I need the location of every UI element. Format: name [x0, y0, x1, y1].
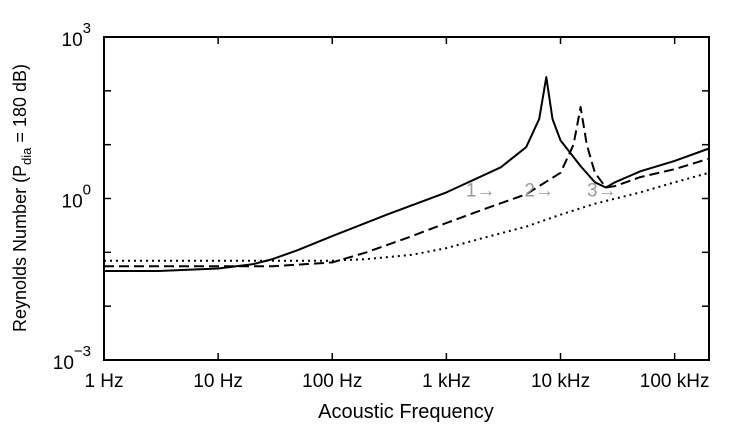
- series-2-dashed-line: [104, 106, 710, 268]
- y-axis-title-subscript: dia: [19, 147, 34, 165]
- series-1-label: 1→: [466, 180, 496, 201]
- y-axis-title-suffix: = 180 dB): [10, 64, 30, 148]
- curves-layer: [104, 76, 710, 272]
- y-axis-title: Reynolds Number (Pdia = 180 dB): [10, 64, 34, 332]
- y-tick-label: 100: [62, 182, 91, 213]
- y-tick-exponent: 0: [83, 182, 91, 199]
- x-tick-label: 10 Hz: [193, 371, 243, 392]
- series-2-label: 2→: [524, 180, 554, 201]
- series-3-dotted-line: [104, 171, 710, 262]
- y-tick-base: 10: [62, 192, 83, 213]
- x-axis-title: Acoustic Frequency: [318, 401, 494, 423]
- x-tick-label: 100 Hz: [302, 371, 362, 392]
- x-tick-label: 1 Hz: [84, 371, 123, 392]
- y-tick-exponent: −3: [74, 343, 91, 360]
- y-tick-label: 10−3: [53, 343, 91, 374]
- x-axis-ticks: 1 Hz 10 Hz 100 Hz 1 kHz 10 kHz 100 kHz: [84, 37, 709, 392]
- curve-labels-layer: 1→ 2→ 3→: [466, 180, 617, 201]
- x-tick-label: 100 kHz: [640, 371, 710, 392]
- y-tick-exponent: 3: [83, 20, 91, 37]
- series-1-solid-line: [104, 76, 710, 272]
- x-tick-label: 10 kHz: [531, 371, 590, 392]
- series-3-label: 3→: [587, 180, 617, 201]
- y-tick-base: 10: [53, 353, 74, 374]
- y-tick-base: 10: [62, 30, 83, 51]
- y-tick-label: 103: [62, 20, 91, 51]
- x-tick-label: 1 kHz: [422, 371, 471, 392]
- y-axis-title-prefix: Reynolds Number (P: [10, 165, 30, 332]
